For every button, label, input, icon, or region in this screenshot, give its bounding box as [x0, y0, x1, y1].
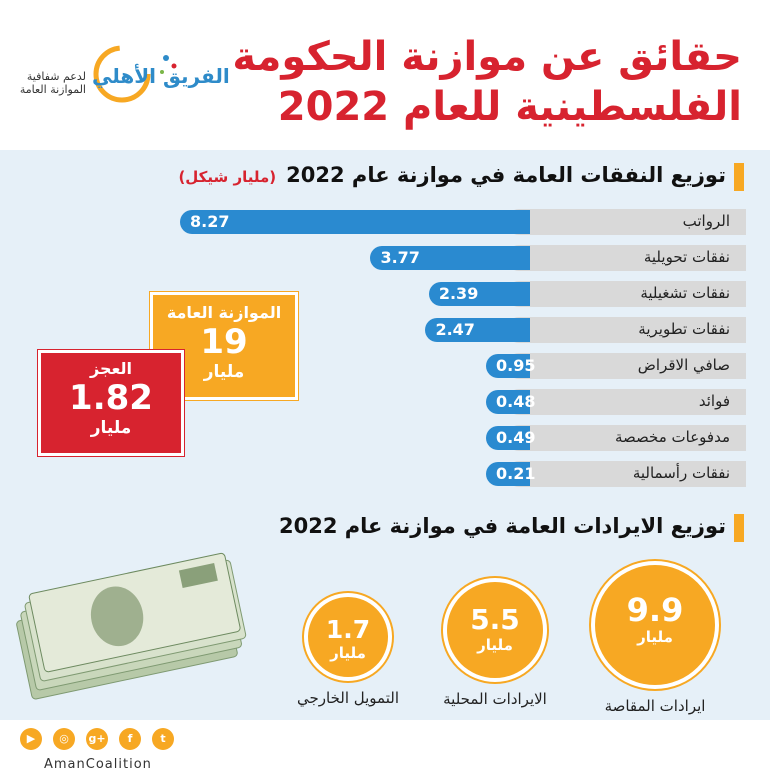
- expenditure-bar: 0.48: [486, 390, 535, 414]
- revenue-section-marker: [734, 514, 744, 542]
- expenditure-label-bg: [506, 317, 746, 343]
- revenue-unit: مليار: [637, 628, 673, 646]
- revenue-value: 1.7: [325, 615, 371, 644]
- deficit-value: 1.82: [69, 378, 153, 418]
- expenditure-category-label: نفقات رأسمالية: [632, 464, 730, 482]
- expenditure-category-label: الرواتب: [682, 212, 730, 230]
- revenue-category-label: ايرادات المقاصة: [604, 697, 706, 715]
- expenditure-label-bg: [506, 245, 746, 271]
- expenditure-category-label: صافي الاقراض: [637, 356, 730, 374]
- expenditure-label-bg: [506, 209, 746, 235]
- instagram-icon[interactable]: ◎: [53, 728, 75, 750]
- logo: الفريق الأهلي لدعم شفافية الموازنة العام…: [14, 44, 230, 124]
- expenditure-label-bg: [506, 353, 746, 379]
- expenditure-label-bg: [506, 281, 746, 307]
- expenditure-label-bg: [506, 425, 746, 451]
- expenditure-bar: 0.95: [486, 354, 535, 378]
- deficit-unit: مليار: [90, 418, 132, 438]
- expenditure-bar: 3.77: [370, 246, 530, 270]
- expenditure-category-label: نفقات تشغيلية: [640, 284, 730, 302]
- expenditure-category-label: مدفوعات مخصصة: [614, 428, 730, 446]
- expenditure-bar: 2.47: [425, 318, 530, 342]
- expenditure-label-bg: [506, 389, 746, 415]
- logo-name: الفريق الأهلي: [92, 64, 230, 88]
- expenditure-bar: 8.27: [180, 210, 530, 234]
- deficit-box: العجز 1.82 مليار: [38, 350, 184, 456]
- youtube-icon[interactable]: ▶: [20, 728, 42, 750]
- expenditure-unit: (مليار شيكل): [178, 168, 277, 186]
- revenue-category-label: الايرادات المحلية: [443, 690, 547, 708]
- revenue-unit: مليار: [330, 644, 366, 662]
- logo-subtitle: لدعم شفافية الموازنة العامة: [19, 70, 86, 96]
- expenditure-section-title: توزيع النفقات العامة في موازنة عام 2022 (…: [178, 163, 726, 187]
- revenue-circle: 1.7 مليار: [308, 597, 388, 677]
- deficit-label: العجز: [89, 359, 132, 378]
- budget-label: الموازنة العامة: [166, 303, 282, 322]
- expenditure-bar: 0.21: [486, 462, 535, 486]
- expenditure-category-label: فوائد: [698, 392, 730, 410]
- page-title-line1: حقائق عن موازنة الحكومة: [232, 34, 742, 80]
- logo-icon: [93, 45, 177, 103]
- budget-unit: مليار: [203, 362, 245, 382]
- footer-name: AmanCoalition: [44, 757, 152, 772]
- google-plus-icon[interactable]: g+: [86, 728, 108, 750]
- revenue-category-label: التمويل الخارجي: [297, 689, 399, 707]
- page-title-line2: الفلسطينية للعام 2022: [277, 84, 742, 130]
- money-image: [16, 552, 247, 700]
- expenditure-bar: 0.49: [486, 426, 535, 450]
- revenue-section-title: توزيع الايرادات العامة في موازنة عام 202…: [278, 514, 726, 538]
- revenue-circle: 9.9 مليار: [595, 565, 715, 685]
- budget-value: 19: [200, 322, 248, 362]
- expenditure-title-text: توزيع النفقات العامة في موازنة عام 2022: [286, 163, 726, 187]
- revenue-unit: مليار: [477, 635, 513, 654]
- expenditure-category-label: نفقات تحويلية: [643, 248, 730, 266]
- expenditure-category-label: نفقات تطويرية: [638, 320, 730, 338]
- facebook-icon[interactable]: f: [119, 728, 141, 750]
- twitter-icon[interactable]: t: [152, 728, 174, 750]
- expenditure-label-bg: [506, 461, 746, 487]
- expenditure-bar: 2.39: [428, 282, 530, 306]
- expenditure-section-marker: [734, 163, 744, 191]
- revenue-value: 5.5: [470, 602, 520, 636]
- revenue-circle: 5.5 مليار: [447, 582, 543, 678]
- header-background: [0, 0, 770, 150]
- revenue-value: 9.9: [626, 591, 684, 629]
